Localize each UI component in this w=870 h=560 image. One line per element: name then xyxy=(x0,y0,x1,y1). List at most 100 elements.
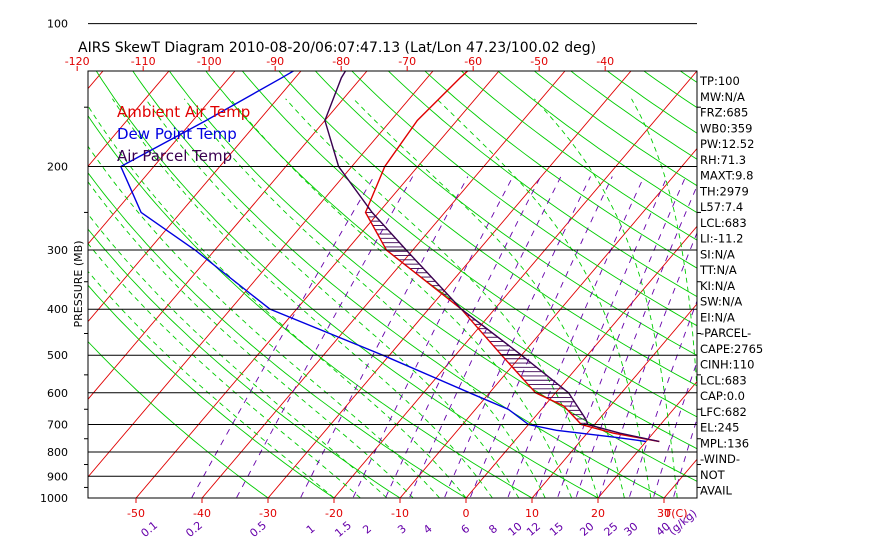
moist-adiabat-line xyxy=(88,145,440,498)
isotherm-line xyxy=(0,2,30,508)
top-temp-tick-label: -120 xyxy=(65,55,90,68)
dry-adiabat-line xyxy=(497,71,697,214)
temp-tick-label: 0 xyxy=(463,507,470,520)
top-temp-tick-label: -40 xyxy=(596,55,614,68)
top-temp-tick-label: -110 xyxy=(131,55,156,68)
mixing-ratio-line xyxy=(507,176,645,498)
dry-adiabat-line xyxy=(643,71,697,109)
pressure-tick-label: 100 xyxy=(47,18,68,31)
temp-tick-label: 30 xyxy=(657,507,671,520)
stability-index-item: MAXT:9.8 xyxy=(700,169,753,183)
mixing-ratio-label: 15 xyxy=(547,520,566,539)
stability-index-item: NOT xyxy=(700,468,726,482)
legend-entry: Dew Point Temp xyxy=(117,125,237,143)
stability-index-item: TH:2979 xyxy=(699,184,749,198)
moist-adiabat-line xyxy=(353,98,625,498)
dry-adiabat-line xyxy=(88,228,401,498)
stability-index-item: CAPE:2765 xyxy=(700,342,763,356)
isotherm-line xyxy=(135,71,500,498)
stability-index-item: LCL:683 xyxy=(700,216,747,230)
mixing-ratio-label: 20 xyxy=(577,520,596,539)
stability-index-item: LCL:683 xyxy=(700,373,747,387)
isotherm-line xyxy=(854,2,870,508)
isotherm-line xyxy=(399,147,697,498)
top-temp-tick-label: -60 xyxy=(464,55,482,68)
mixing-ratio-line xyxy=(652,360,697,498)
stability-index-item: AVAIL xyxy=(700,484,733,498)
stability-index-item: L57:7.4 xyxy=(700,200,743,214)
isotherm-line xyxy=(201,71,566,498)
top-temp-tick-label: -90 xyxy=(266,55,284,68)
dry-adiabat-line xyxy=(351,71,697,327)
mixing-ratio-label: 30 xyxy=(622,520,641,539)
dry-adiabat-line xyxy=(654,2,870,508)
mixing-ratio-line xyxy=(534,176,668,498)
dry-adiabat-line xyxy=(606,71,697,134)
mixing-ratio-line xyxy=(556,176,687,498)
pressure-tick-label: 500 xyxy=(47,349,68,362)
mixing-ratio-label: 1 xyxy=(304,522,318,536)
moist-adiabat-line xyxy=(88,242,361,498)
moist-adiabat-line xyxy=(88,181,414,498)
stability-index-item: TP:100 xyxy=(699,74,740,88)
mixing-ratio-line xyxy=(235,176,414,498)
mixing-ratio-label: 10 xyxy=(506,520,525,539)
mixing-ratio-label: 4 xyxy=(421,522,435,536)
isotherm-line xyxy=(88,71,236,245)
stability-index-item: EL:245 xyxy=(700,421,740,435)
moist-adiabat-line xyxy=(183,98,546,498)
temp-tick-label: -40 xyxy=(193,507,211,520)
pressure-tick-label: 800 xyxy=(47,446,68,459)
moist-adiabat-line xyxy=(145,98,520,498)
isotherm-line xyxy=(788,2,870,508)
isotherm-line xyxy=(88,71,170,167)
mixing-ratio-line xyxy=(575,184,697,498)
pressure-tick-label: 1000 xyxy=(40,492,68,505)
stability-index-item: FRZ:685 xyxy=(700,106,748,120)
pressure-tick-label: 300 xyxy=(47,244,68,257)
mixing-ratio-label: 12 xyxy=(524,520,543,539)
pressure-tick-label: 400 xyxy=(47,303,68,316)
moist-adiabat-line xyxy=(88,270,335,498)
isotherm-line xyxy=(88,71,302,323)
dry-adiabat-line xyxy=(621,2,870,508)
dry-adiabat-line xyxy=(88,340,269,498)
moist-adiabat-line xyxy=(88,213,388,498)
isotherm-line xyxy=(722,2,870,508)
top-temp-tick-label: -80 xyxy=(332,55,350,68)
mixing-ratio-label: 3 xyxy=(395,522,409,536)
isotherm-line xyxy=(531,303,697,498)
dry-adiabat-line xyxy=(721,2,870,508)
stability-index-item: PW:12.52 xyxy=(700,137,754,151)
isotherm-line xyxy=(88,71,434,478)
stability-index-item: WB0:359 xyxy=(700,121,752,135)
isotherm-line xyxy=(88,71,368,400)
mixing-ratio-line xyxy=(628,299,697,498)
stability-index-item: RH:71.3 xyxy=(700,153,746,167)
pressure-tick-label: 700 xyxy=(47,419,68,432)
dry-adiabat-line xyxy=(424,71,697,269)
stability-index-item: SW:N/A xyxy=(700,295,742,309)
mixing-ratio-label: 2 xyxy=(360,522,374,536)
temp-tick-label: -20 xyxy=(325,507,343,520)
dry-adiabat-line xyxy=(278,71,697,387)
stability-index-item: KI:N/A xyxy=(700,279,735,293)
dry-adiabat-line xyxy=(132,71,666,498)
stability-index-item: LI:-11.2 xyxy=(700,232,743,246)
dry-adiabat-line xyxy=(88,284,335,498)
stability-index-item: MW:N/A xyxy=(700,90,745,104)
temp-tick-label: 10 xyxy=(525,507,539,520)
temp-tick-label: -30 xyxy=(259,507,277,520)
isotherm-line xyxy=(597,380,697,498)
temp-tick-label: -10 xyxy=(391,507,409,520)
isotherm-line xyxy=(267,71,632,498)
dry-adiabat-line xyxy=(88,172,467,498)
moist-adiabat-line xyxy=(533,98,678,498)
x-axis-label: T(C) xyxy=(664,507,688,520)
parcel-line xyxy=(324,71,660,443)
isotherm-line xyxy=(465,225,697,498)
dry-adiabat-line xyxy=(241,71,697,418)
mixing-ratio-label: 6 xyxy=(459,522,473,536)
dry-adiabat-line xyxy=(387,71,697,298)
stability-index-item: LFC:682 xyxy=(700,405,747,419)
